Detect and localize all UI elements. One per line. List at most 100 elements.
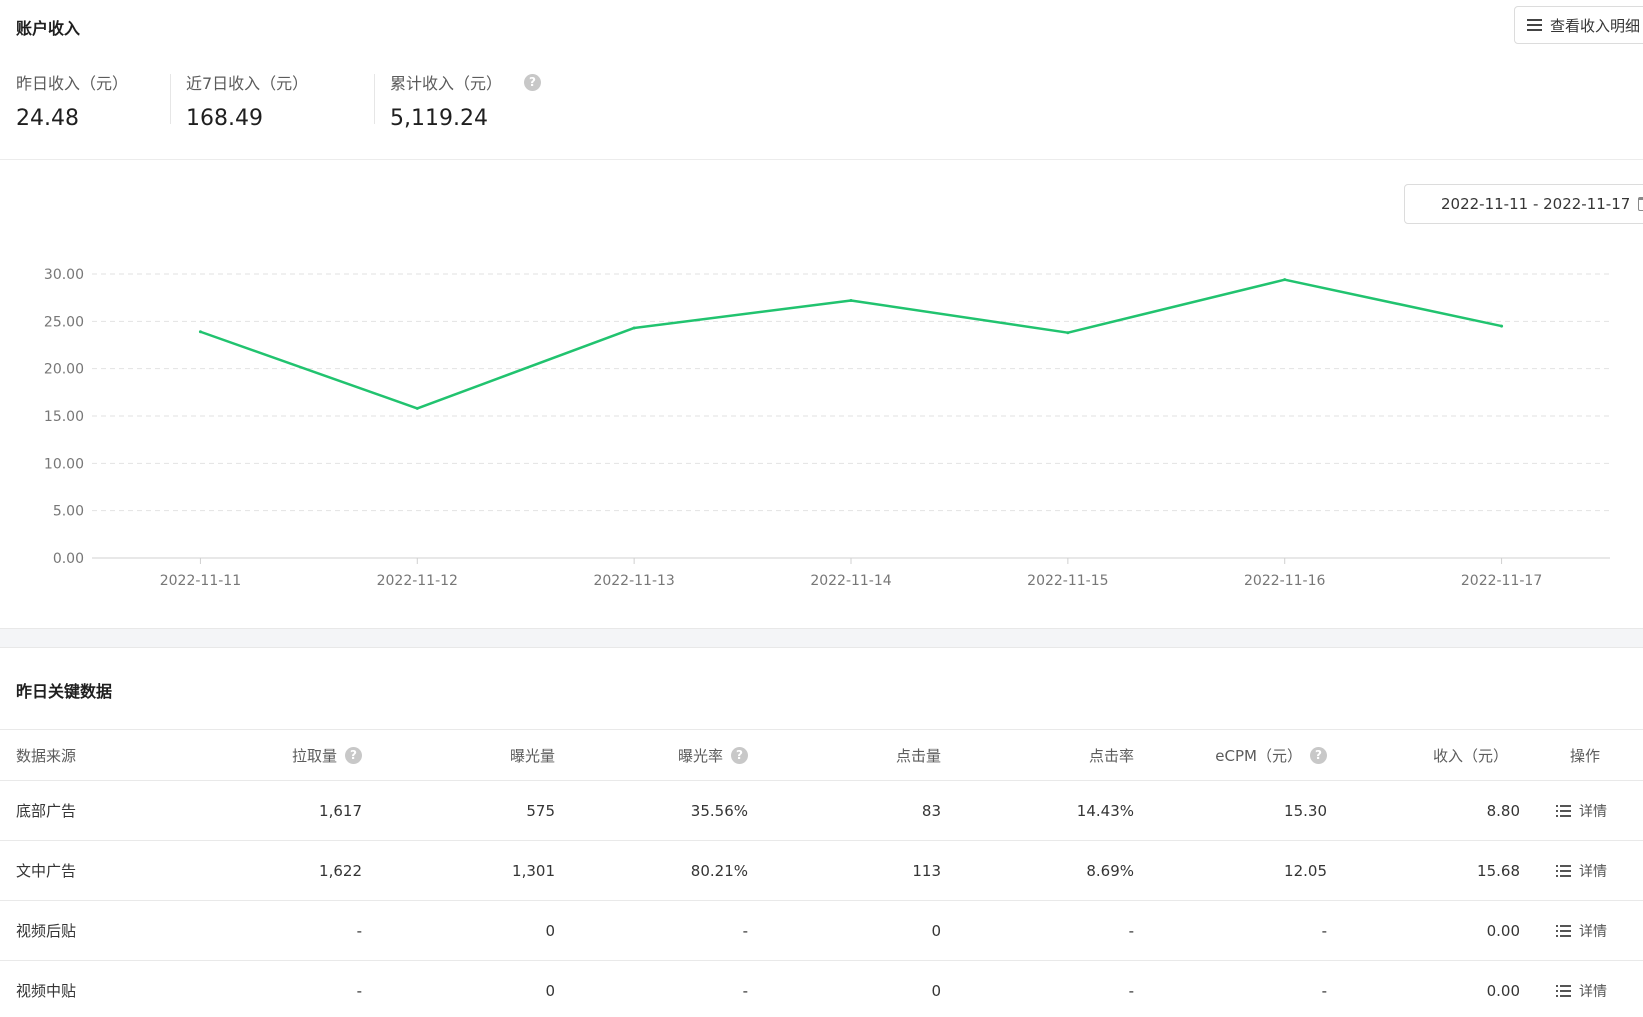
row-detail-label: 详情 [1579, 803, 1607, 820]
help-icon[interactable]: ? [524, 73, 542, 91]
y-tick-label: 15.00 [44, 409, 84, 425]
row-detail-button[interactable]: 详情 [1556, 981, 1607, 1001]
table-cell: 1,617 [180, 780, 362, 841]
y-tick-label: 10.00 [44, 456, 84, 472]
table-cell: 80.21% [555, 840, 748, 901]
table-cell: 35.56% [555, 780, 748, 841]
data-point[interactable] [849, 299, 853, 303]
table-cell: - [1134, 960, 1327, 1017]
y-tick-label: 25.00 [44, 314, 84, 330]
section-separator [0, 628, 1643, 648]
stat-last-7-days: 近7日收入（元） 168.49 [170, 70, 374, 131]
date-range-picker[interactable]: 2022-11-11 - 2022-11-17 [1404, 184, 1643, 224]
table-cell: - [555, 960, 748, 1017]
list-icon [1556, 924, 1571, 937]
table-cell: 视频中贴 [0, 960, 180, 1017]
stat-total: 累计收入（元） ? 5,119.24 [374, 70, 634, 131]
menu-icon [1527, 19, 1542, 31]
table-cell: 83 [748, 780, 941, 841]
table-row: 视频后贴 -0-0- -0.00 详情 [0, 900, 1643, 961]
data-point[interactable] [1500, 324, 1504, 328]
chart-series [198, 278, 1504, 410]
data-point[interactable] [415, 406, 419, 410]
calendar-icon [1638, 197, 1643, 211]
table-cell: 14.43% [941, 780, 1134, 841]
stat-label: 昨日收入（元） [16, 74, 129, 93]
col-header: 曝光量 [362, 729, 555, 781]
page-title: 账户收入 [16, 19, 81, 38]
table-cell: 0 [362, 960, 555, 1017]
stat-value: 5,119.24 [390, 106, 488, 131]
income-line-chart: 0.00 5.00 10.00 15.00 20.00 25.00 30.00 2022-1… [44, 267, 1610, 589]
stat-value: 168.49 [186, 106, 263, 131]
row-detail-label: 详情 [1579, 983, 1607, 1000]
income-stats: 昨日收入（元） 24.48 近7日收入（元） 168.49 累计收入（元） ? … [0, 70, 634, 131]
table-header-row: 数据来源 拉取量? 曝光量 曝光率? 点击量 点击率 eCPM（元）? 收入（元… [0, 729, 1643, 781]
table-cell: 底部广告 [0, 780, 180, 841]
x-tick-label: 2022-11-12 [377, 573, 458, 589]
list-icon [1556, 984, 1571, 997]
col-header: 拉取量 [291, 746, 337, 765]
table-cell: 15.68 [1327, 840, 1520, 901]
table-cell: - [941, 960, 1134, 1017]
date-range-value: 2022-11-11 - 2022-11-17 [1441, 195, 1631, 213]
section-title: 昨日关键数据 [16, 682, 113, 701]
help-icon[interactable]: ? [731, 746, 748, 764]
row-detail-label: 详情 [1579, 863, 1607, 880]
table-cell: 文中广告 [0, 840, 180, 901]
list-icon [1556, 804, 1571, 817]
data-point[interactable] [1066, 331, 1070, 335]
x-axis: 2022-11-11 2022-11-12 2022-11-13 2022-11-14… [160, 558, 1542, 589]
y-tick-label: 30.00 [44, 267, 84, 283]
view-income-detail-label: 查看收入明细 [1550, 16, 1641, 35]
table-row: 文中广告 1,622 1,301 80.21% 113 8.69% 12.05 15.68 详情 [0, 840, 1643, 901]
x-tick-label: 2022-11-16 [1244, 573, 1325, 589]
col-header: 曝光率 [677, 746, 723, 765]
y-tick-label: 5.00 [53, 504, 84, 520]
table-cell: 1,622 [180, 840, 362, 901]
table-cell: 113 [748, 840, 941, 901]
table-cell: - [941, 900, 1134, 961]
row-detail-button[interactable]: 详情 [1556, 921, 1607, 941]
view-income-detail-button[interactable]: 查看收入明细 [1514, 6, 1643, 44]
help-icon[interactable]: ? [345, 746, 362, 764]
table-cell: 0.00 [1327, 900, 1520, 961]
x-tick-label: 2022-11-14 [810, 573, 891, 589]
stat-yesterday: 昨日收入（元） 24.48 [0, 70, 170, 131]
table-row: 底部广告 1,617 575 35.56% 83 14.43% 15.30 8.80 详情 [0, 780, 1643, 841]
x-tick-label: 2022-11-17 [1461, 573, 1542, 589]
stat-value: 24.48 [16, 106, 79, 131]
table-cell: 0 [362, 900, 555, 961]
col-header: eCPM（元） [1215, 746, 1302, 765]
x-tick-label: 2022-11-13 [593, 573, 674, 589]
data-point[interactable] [632, 326, 636, 330]
key-data-table: 数据来源 拉取量? 曝光量 曝光率? 点击量 点击率 eCPM（元）? 收入（元… [0, 729, 1643, 1017]
stat-label: 累计收入（元） [390, 74, 503, 93]
table-row: 视频中贴 -0-0- -0.00 详情 [0, 960, 1643, 1017]
table-cell: 575 [362, 780, 555, 841]
income-series-line [200, 278, 1502, 410]
col-header: 点击率 [941, 729, 1134, 781]
table-cell: 视频后贴 [0, 900, 180, 961]
table-cell: - [555, 900, 748, 961]
row-detail-button[interactable]: 详情 [1556, 861, 1607, 881]
data-point[interactable] [198, 330, 202, 334]
table-cell: - [180, 960, 362, 1017]
table-cell: 0.00 [1327, 960, 1520, 1017]
x-tick-label: 2022-11-15 [1027, 573, 1108, 589]
col-header: 操作 [1520, 729, 1643, 781]
table-cell: - [180, 900, 362, 961]
col-header: 收入（元） [1327, 729, 1520, 781]
data-point[interactable] [1283, 278, 1287, 282]
row-detail-label: 详情 [1579, 923, 1607, 940]
table-cell: 15.30 [1134, 780, 1327, 841]
table-cell: 0 [748, 960, 941, 1017]
table-cell: 1,301 [362, 840, 555, 901]
x-tick-label: 2022-11-11 [160, 573, 241, 589]
divider [0, 159, 1643, 160]
y-tick-label: 0.00 [53, 551, 84, 567]
row-detail-button[interactable]: 详情 [1556, 801, 1607, 821]
table-cell: 8.80 [1327, 780, 1520, 841]
help-icon[interactable]: ? [1310, 746, 1327, 764]
table-cell: 8.69% [941, 840, 1134, 901]
